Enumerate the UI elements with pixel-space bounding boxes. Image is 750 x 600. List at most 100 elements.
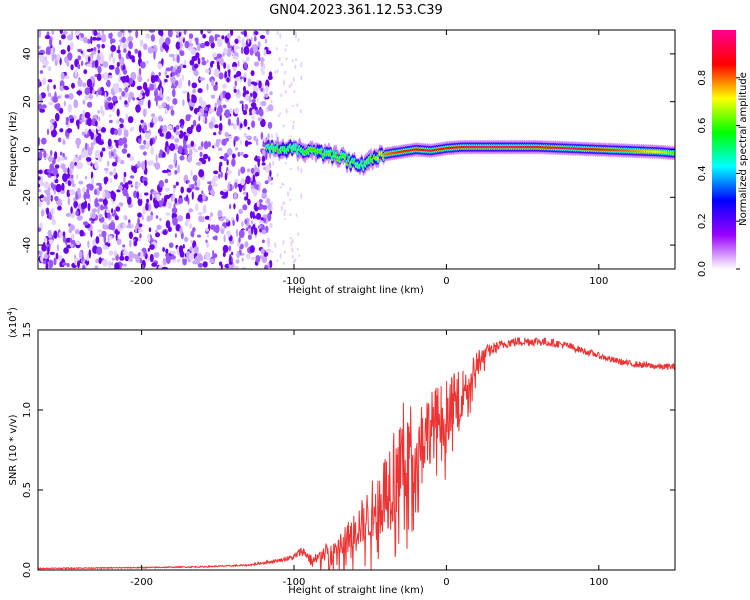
noise-speckle — [128, 80, 132, 86]
noise-speckle — [38, 103, 43, 111]
noise-speckle — [46, 128, 50, 136]
noise-speckle — [39, 82, 42, 87]
noise-speckle — [110, 178, 113, 184]
noise-speckle — [190, 240, 193, 244]
noise-speckle — [165, 248, 169, 254]
noise-speckle — [221, 216, 227, 220]
noise-speckle — [179, 50, 185, 57]
noise-speckle — [158, 115, 163, 122]
noise-speckle — [123, 263, 127, 267]
noise-speckle — [300, 61, 303, 68]
noise-speckle — [216, 38, 223, 48]
noise-speckle — [219, 190, 224, 196]
noise-speckle — [110, 37, 113, 45]
noise-speckle — [80, 60, 84, 66]
noise-speckle — [178, 145, 183, 154]
noise-speckle — [117, 127, 122, 136]
noise-speckle — [128, 30, 132, 33]
noise-speckle — [118, 144, 121, 149]
noise-speckle — [243, 72, 247, 78]
noise-speckle — [195, 124, 202, 133]
noise-speckle — [96, 126, 102, 131]
noise-speckle — [218, 122, 223, 132]
noise-speckle — [123, 250, 129, 255]
noise-speckle — [137, 182, 142, 187]
noise-speckle — [195, 52, 200, 59]
noise-speckle — [285, 57, 288, 61]
noise-speckle — [200, 30, 204, 35]
noise-speckle — [87, 147, 93, 157]
noise-speckle — [203, 140, 209, 150]
noise-speckle — [77, 55, 82, 61]
noise-speckle — [268, 260, 273, 269]
noise-speckle — [59, 39, 62, 46]
noise-speckle — [178, 122, 181, 126]
noise-speckle — [198, 115, 201, 122]
noise-speckle — [54, 58, 58, 66]
noise-speckle — [47, 66, 52, 72]
x-tick-label: -100 — [283, 577, 306, 588]
noise-speckle — [275, 132, 278, 139]
noise-speckle — [239, 76, 243, 80]
noise-speckle — [69, 224, 76, 231]
noise-speckle — [61, 262, 67, 266]
noise-speckle — [167, 125, 173, 130]
noise-speckle — [117, 31, 123, 38]
noise-speckle — [213, 84, 218, 92]
noise-speckle — [94, 188, 97, 195]
colorbar-gradient — [712, 30, 736, 269]
noise-speckle — [88, 249, 92, 259]
noise-speckle — [51, 54, 55, 62]
noise-speckle — [96, 91, 99, 98]
noise-speckle — [91, 208, 98, 213]
noise-speckle — [175, 69, 179, 76]
noise-speckle — [239, 123, 243, 129]
noise-speckle — [156, 97, 163, 101]
x-tick-label: -200 — [130, 276, 153, 287]
noise-speckle — [122, 69, 128, 75]
noise-speckle — [257, 41, 261, 48]
noise-speckle — [218, 72, 224, 80]
noise-speckle — [128, 258, 133, 262]
noise-speckle — [213, 170, 219, 175]
noise-speckle — [45, 189, 51, 197]
colorbar-tick-label: 0.6 — [697, 118, 708, 134]
noise-speckle — [271, 134, 273, 139]
noise-speckle — [245, 90, 249, 95]
noise-speckle — [149, 30, 155, 33]
noise-speckle — [283, 211, 286, 217]
noise-speckle — [296, 103, 299, 107]
noise-speckle — [91, 129, 96, 133]
noise-speckle — [127, 116, 134, 124]
noise-speckle — [259, 108, 264, 117]
noise-speckle — [123, 129, 129, 138]
noise-speckle — [253, 36, 257, 42]
noise-speckle — [150, 146, 154, 156]
noise-speckle — [300, 75, 303, 81]
noise-speckle — [77, 78, 83, 87]
noise-speckle — [289, 198, 292, 201]
noise-speckle — [94, 120, 98, 127]
noise-speckle — [65, 212, 71, 217]
noise-speckle — [295, 213, 298, 217]
noise-speckle — [258, 186, 261, 192]
noise-speckle — [98, 116, 101, 122]
noise-speckle — [213, 132, 217, 136]
noise-speckle — [234, 80, 237, 87]
noise-speckle — [84, 111, 91, 119]
noise-speckle — [182, 64, 187, 69]
noise-speckle — [86, 63, 93, 68]
noise-speckle — [123, 171, 127, 178]
noise-speckle — [172, 56, 175, 62]
noise-speckle — [108, 235, 113, 240]
noise-speckle — [299, 109, 302, 114]
noise-speckle — [267, 133, 270, 140]
noise-speckle — [48, 101, 54, 106]
noise-speckle — [198, 215, 203, 223]
noise-speckle — [292, 120, 295, 124]
noise-speckle — [291, 247, 294, 253]
noise-speckle — [116, 49, 121, 54]
noise-speckle — [38, 176, 41, 181]
noise-speckle — [229, 203, 232, 210]
noise-speckle — [167, 30, 173, 38]
